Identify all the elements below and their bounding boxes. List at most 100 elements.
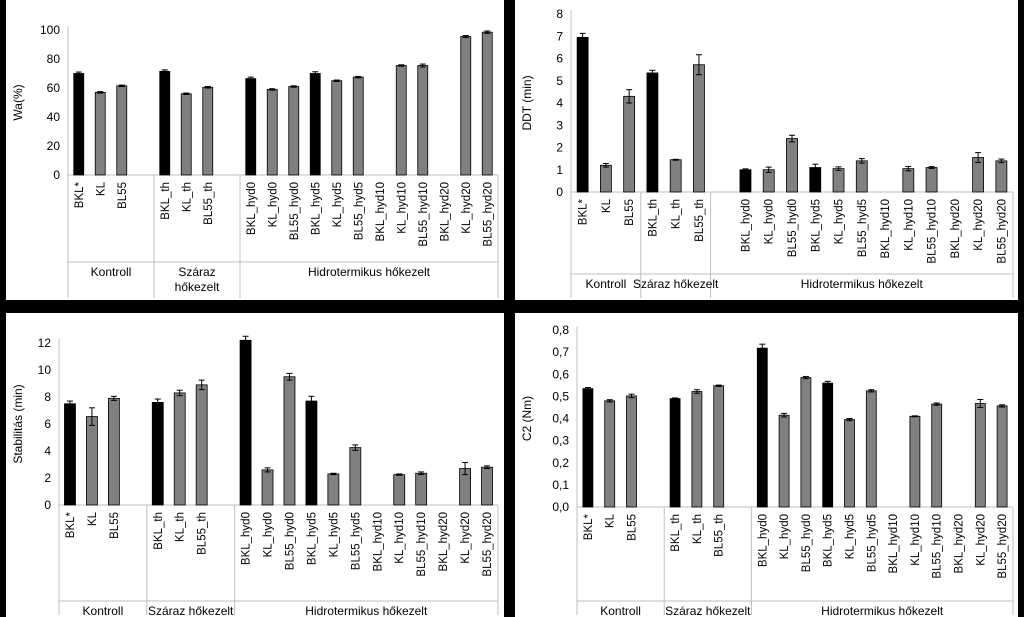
category-label: BKL_hyd10 bbox=[880, 199, 892, 258]
group-label: Hidrotermikus hőkezelt bbox=[801, 277, 924, 291]
bar-KL_th bbox=[180, 93, 192, 176]
category-label: KL_hyd5 bbox=[332, 182, 344, 227]
bar-BL55 bbox=[626, 395, 637, 508]
category-label: BKL_hyd0 bbox=[740, 199, 752, 252]
bar-BL55_hyd0 bbox=[800, 377, 812, 508]
category-label: KL bbox=[601, 198, 613, 213]
category-label: BKL_hyd20 bbox=[954, 514, 966, 573]
y-tick-label: 1 bbox=[556, 163, 563, 177]
category-label: KL_th bbox=[181, 182, 193, 212]
bar-BL55_hyd20 bbox=[995, 160, 1008, 193]
group-label: Kontroll bbox=[586, 277, 627, 291]
y-tick-label: 0,4 bbox=[552, 412, 569, 426]
bar-BKL_hyd0 bbox=[739, 169, 752, 193]
chart-stabilitas: 0 2 4 6 8 10 12 Stabilitás (min) BKL* KL BL55 BKL_t… bbox=[11, 335, 499, 617]
category-label: BKL_hyd0 bbox=[757, 514, 769, 567]
bar-KL_hyd10 bbox=[909, 415, 921, 508]
category-label: KL_hyd0 bbox=[267, 182, 279, 227]
bar-BKL_th bbox=[159, 70, 171, 176]
category-label: KL_hyd0 bbox=[779, 514, 791, 559]
group-label: Kontroll bbox=[91, 265, 132, 279]
bar-BKL* bbox=[73, 73, 85, 176]
category-label: BL55_hyd0 bbox=[289, 182, 301, 240]
category-label: KL_hyd5 bbox=[845, 514, 857, 559]
category-label: KL bbox=[87, 511, 99, 526]
y-tick-label: 4 bbox=[556, 96, 563, 110]
bar-BL55_hyd20 bbox=[996, 405, 1008, 508]
bar-BKL_hyd0 bbox=[245, 78, 257, 176]
bar-BL55_th bbox=[195, 384, 208, 506]
bar-BL55 bbox=[623, 95, 636, 193]
y-tick-label: 10 bbox=[38, 363, 52, 377]
y-tick-label: 0 bbox=[44, 498, 51, 512]
category-label: BKL_hyd0 bbox=[246, 182, 258, 235]
category-label: BKL* bbox=[74, 181, 86, 208]
category-label: BKL_hyd5 bbox=[810, 199, 822, 252]
bar-BL55 bbox=[116, 85, 128, 176]
category-label: KL_th bbox=[671, 199, 683, 229]
y-tick-label: 3 bbox=[556, 118, 563, 132]
category-label: BKL* bbox=[65, 511, 77, 538]
group-label: Kontroll bbox=[600, 604, 641, 617]
bar-BL55_hyd20 bbox=[481, 466, 493, 506]
bar-BKL_hyd0 bbox=[756, 347, 768, 508]
group-label: Hidrotermikus hőkezelt bbox=[305, 604, 428, 617]
chart-panel-ddt: 0 1 2 3 4 5 6 7 8 DDT (min) BKL* KL BL55 BKL_th KL_th B… bbox=[515, 0, 1018, 300]
bar-KL_hyd0 bbox=[778, 414, 790, 508]
chart-panel-c2: 0,0 0,1 0,2 0,3 0,4 0,5 0,6 0,7 0,8 C2 (Nm) BKL* KL… bbox=[515, 313, 1018, 617]
y-tick-label: 0,5 bbox=[552, 389, 569, 403]
category-label: BKL_th bbox=[670, 514, 682, 552]
y-tick-label: 0,6 bbox=[552, 367, 569, 381]
bar-KL_hyd5 bbox=[327, 473, 340, 506]
category-label: BL55_th bbox=[197, 512, 209, 555]
y-tick-label: 0 bbox=[556, 185, 563, 199]
bar-KL bbox=[86, 416, 98, 506]
category-label: BKL_hyd5 bbox=[310, 182, 322, 235]
category-label: BKL_th bbox=[160, 182, 172, 220]
category-label: BL55_hyd5 bbox=[857, 199, 869, 257]
category-label: BKL_hyd20 bbox=[438, 512, 450, 571]
bar-BL55_th bbox=[202, 86, 214, 176]
y-tick-label: 100 bbox=[40, 23, 60, 37]
y-tick-label: 0,7 bbox=[552, 345, 569, 359]
category-label: BL55_hyd20 bbox=[482, 182, 494, 247]
group-label: Kontroll bbox=[83, 604, 124, 617]
category-label: KL bbox=[605, 513, 617, 528]
bar-BKL_th bbox=[669, 398, 681, 508]
category-label: BL55_hyd10 bbox=[932, 514, 944, 579]
category-label: BL55_th bbox=[714, 514, 726, 557]
bar-BKL_th bbox=[151, 402, 164, 506]
category-label: BL55_hyd20 bbox=[996, 199, 1008, 264]
category-label: KL_hyd0 bbox=[263, 512, 275, 557]
chart-ddt: 0 1 2 3 4 5 6 7 8 DDT (min) BKL* KL BL55 BKL_th KL_th B… bbox=[520, 7, 1014, 298]
y-tick-label: 0,2 bbox=[552, 456, 569, 470]
category-label: BL55 bbox=[627, 514, 639, 541]
chart-c2: 0,0 0,1 0,2 0,3 0,4 0,5 0,6 0,7 0,8 C2 (Nm) BKL* KL… bbox=[520, 323, 1014, 617]
category-label: BKL_hyd0 bbox=[241, 512, 253, 565]
bar-KL_hyd20 bbox=[974, 403, 986, 508]
y-tick-label: 6 bbox=[556, 52, 563, 66]
category-label: KL_hyd20 bbox=[461, 182, 473, 234]
bar-BKL_hyd5 bbox=[822, 382, 834, 508]
bar-BKL_th bbox=[646, 72, 659, 193]
category-label: BL55 bbox=[624, 199, 636, 226]
y-axis-label: DDT (min) bbox=[520, 75, 534, 130]
bar-KL_th bbox=[669, 159, 682, 193]
bar-BL55_th bbox=[693, 64, 705, 193]
bar-KL_hyd10 bbox=[393, 474, 406, 506]
category-label: KL_th bbox=[692, 514, 704, 544]
group-label: Száraz hőkezelt bbox=[148, 604, 234, 617]
bar-BL55_hyd20 bbox=[481, 31, 493, 176]
bar-BKL_hyd0 bbox=[239, 339, 252, 506]
y-tick-label: 2 bbox=[556, 141, 563, 155]
bar-BKL* bbox=[64, 403, 76, 506]
group-label: Száraz hőkezelt bbox=[175, 265, 220, 294]
category-label: KL_th bbox=[175, 512, 187, 542]
category-label: BKL* bbox=[583, 513, 595, 540]
category-label: BL55_hyd10 bbox=[418, 182, 430, 247]
bar-BL55_hyd10 bbox=[417, 65, 429, 176]
y-tick-label: 8 bbox=[44, 390, 51, 404]
group-label-line: Száraz bbox=[178, 265, 215, 279]
category-label: BKL_hyd5 bbox=[306, 512, 318, 565]
category-label: BKL_hyd10 bbox=[375, 182, 387, 241]
